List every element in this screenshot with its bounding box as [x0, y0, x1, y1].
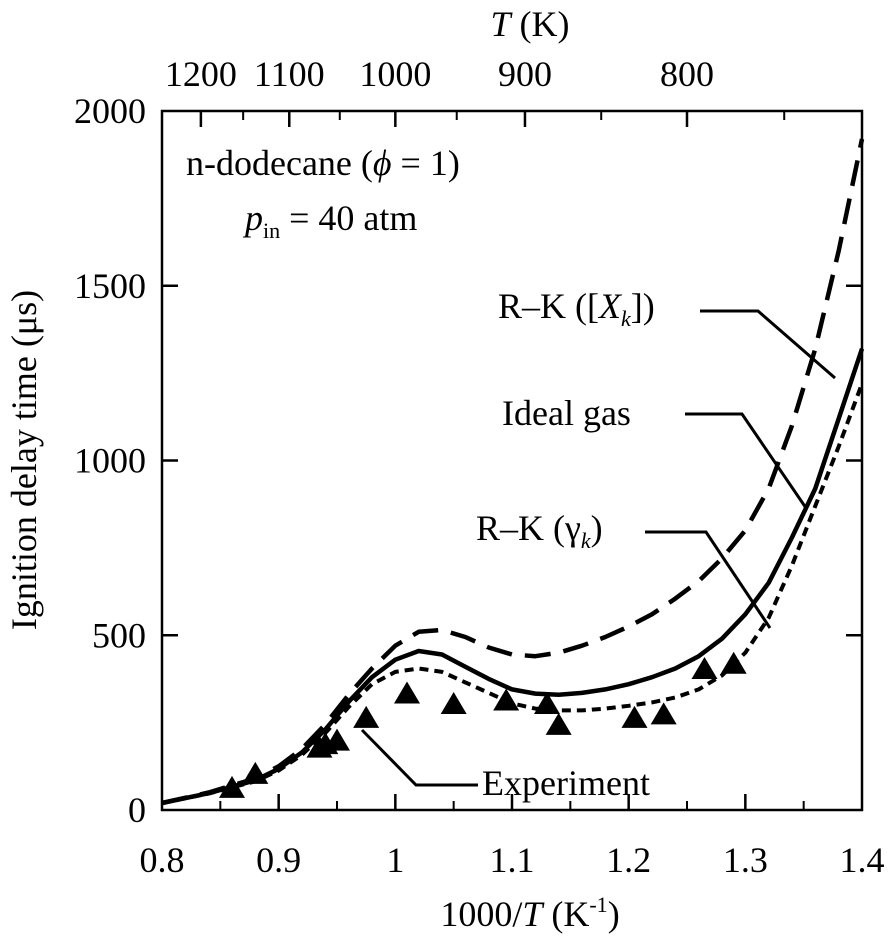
label-experiment: Experiment	[482, 763, 650, 803]
y-tick-label: 1500	[74, 266, 146, 306]
experiment-point	[394, 681, 420, 704]
rk-xk-line	[161, 138, 865, 806]
ticks: 0.8 0.9 1 1.1 1.2 1.3 1.4 0 500 1000 1500 2000 1200 1…	[74, 54, 885, 880]
pressure-annotation: pin = 40 atm	[242, 198, 417, 243]
y-tick-label: 2000	[74, 91, 146, 131]
experiment-point	[534, 691, 560, 714]
experiment-point	[493, 688, 520, 711]
label-experiment-leader	[360, 728, 478, 787]
x-tick-label: 0.9	[256, 840, 301, 880]
x-tick-label: 1.2	[606, 840, 651, 880]
top-tick-label: 900	[498, 54, 552, 94]
x-tick-label: 1	[386, 840, 404, 880]
experiment-point	[324, 728, 350, 751]
x-tick-label: 0.8	[140, 840, 185, 880]
y-axis-title: Ignition delay time (μs)	[4, 290, 44, 630]
label-rk-xk-leader	[700, 309, 836, 380]
label-rk-gamma: R–K (γk)	[476, 508, 603, 553]
experiment-point	[242, 761, 269, 784]
experiment-point	[545, 712, 572, 735]
y-tick-label: 1000	[74, 441, 146, 481]
top-tick-label: 1200	[165, 54, 237, 94]
top-tick-label: 1100	[254, 54, 325, 94]
series-labels: R–K ([Xk]) Ideal gas R–K (γk) Experiment	[360, 286, 836, 803]
label-ideal-gas: Ideal gas	[502, 393, 631, 433]
experiment-point	[440, 691, 467, 714]
y-tick-label: 0	[128, 790, 146, 830]
label-ideal-gas-leader	[685, 412, 808, 509]
top-tick-label: 800	[660, 54, 714, 94]
experiment-point	[353, 705, 380, 728]
fuel-annotation: n-dodecane (ϕ = 1)	[186, 143, 460, 183]
experiment-point	[720, 651, 747, 674]
experiment-point	[621, 705, 648, 728]
experiment-point	[650, 702, 677, 725]
rk-gamma-line	[161, 382, 864, 805]
x-tick-label: 1.1	[490, 840, 535, 880]
x-axis-title: 1000/T (K-1)	[440, 892, 619, 934]
experiment-point	[219, 775, 245, 798]
label-rk-xk: R–K ([Xk])	[498, 286, 655, 331]
x-tick-label: 1.4	[840, 840, 885, 880]
label-rk-gamma-leader	[645, 530, 772, 629]
top-axis-title: T (K)	[490, 4, 569, 44]
experiment-point	[691, 657, 718, 679]
top-tick-label: 1000	[359, 54, 431, 94]
y-tick-label: 500	[92, 615, 146, 655]
x-tick-label: 1.3	[723, 840, 768, 880]
